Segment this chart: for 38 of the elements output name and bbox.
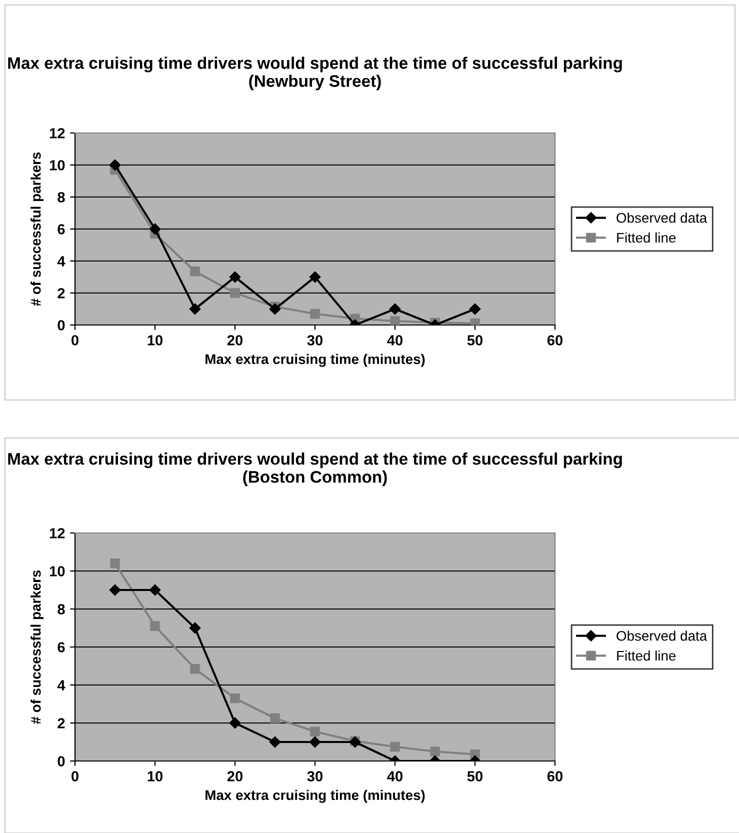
y-tick-label: 12: [50, 128, 65, 138]
y-axis-title: # of successful parkers: [30, 152, 44, 306]
y-tick-label: 10: [50, 160, 65, 170]
legend-label: Fitted line: [617, 232, 676, 243]
x-tick-label: 10: [148, 335, 163, 346]
x-tick-label: 20: [227, 335, 243, 346]
x-tick-label: 0: [72, 335, 78, 346]
x-tick-label: 60: [547, 335, 563, 346]
y-tick-label: 2: [58, 718, 65, 728]
x-tick-label: 30: [307, 335, 323, 346]
x-tick-label: 60: [547, 771, 563, 782]
x-tick-label: 0: [72, 771, 78, 782]
y-tick-label: 8: [58, 192, 65, 202]
y-tick-label: 2: [58, 288, 65, 298]
y-tick-label: 6: [58, 224, 65, 234]
x-tick-label: 30: [307, 771, 323, 782]
x-tick-label: 40: [387, 771, 403, 782]
x-tick-label: 20: [227, 771, 243, 782]
y-tick-label: 4: [57, 680, 66, 690]
y-tick-label: 0: [58, 320, 65, 330]
x-tick-label: 40: [387, 335, 403, 346]
y-tick-label: 12: [50, 528, 65, 538]
y-tick-label: 6: [58, 642, 65, 652]
legend-label: Observed data: [616, 630, 708, 641]
x-axis-title: Max extra cruising time (minutes): [206, 790, 425, 803]
x-tick-label: 50: [467, 771, 483, 782]
y-tick-label: 8: [58, 604, 65, 614]
y-tick-label: 10: [50, 566, 65, 576]
legend-label: Fitted line: [617, 650, 676, 661]
chart-title: Max extra cruising time drivers would spend at the time of successful parking (Newbury Street): [8, 56, 622, 90]
x-tick-label: 10: [148, 771, 163, 782]
x-axis-title: Max extra cruising time (minutes): [206, 354, 425, 367]
y-tick-label: 4: [57, 256, 66, 266]
legend-label: Observed data: [616, 212, 708, 223]
y-axis-title: # of successful parkers: [30, 570, 44, 724]
x-tick-label: 50: [467, 335, 483, 346]
y-tick-label: 0: [58, 756, 65, 766]
chart-title: Max extra cruising time drivers would spend at the time of successful parking (Boston Common): [8, 452, 622, 486]
